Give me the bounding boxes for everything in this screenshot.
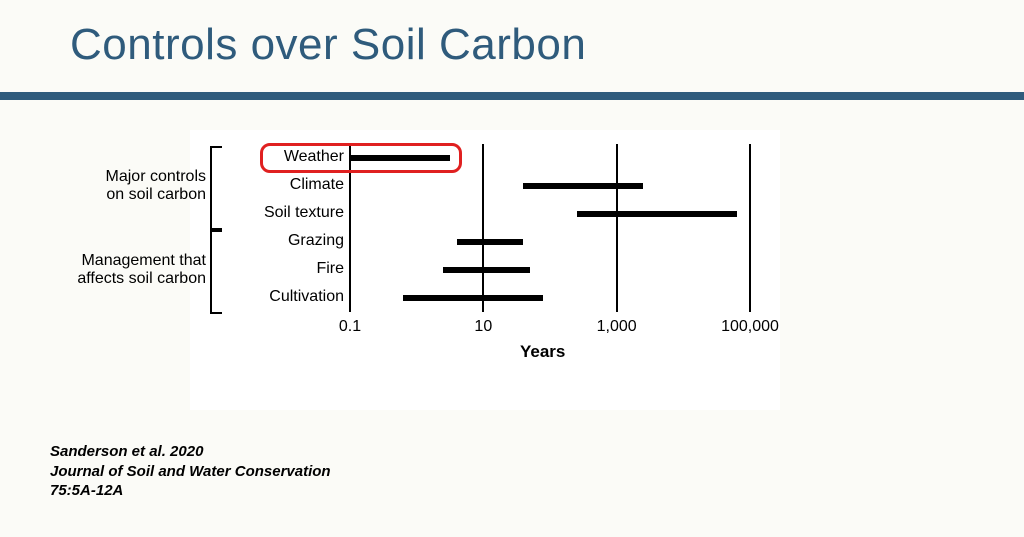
- slide: Controls over Soil Carbon 0.1 10 1,000 100,…: [0, 0, 1024, 537]
- x-tick-label: 0.1: [339, 318, 361, 336]
- group-bracket: [210, 146, 222, 230]
- soil-carbon-chart: 0.1101,000100,000YearsWeatherClimateSoil…: [190, 130, 780, 410]
- x-axis-label: Years: [520, 342, 565, 362]
- group-label: Major controlson soil carbon: [36, 168, 206, 205]
- citation-line: 75:5A-12A: [50, 481, 331, 501]
- row-label: Climate: [224, 176, 344, 194]
- range-bar: [443, 267, 530, 273]
- title-rule: [0, 92, 1024, 100]
- x-tick-label: 100,000: [721, 318, 779, 336]
- range-bar: [457, 239, 524, 245]
- citation-line: Sanderson et al. 2020: [50, 442, 331, 462]
- range-bar: [577, 211, 737, 217]
- x-tick-label: 10: [474, 318, 492, 336]
- highlight-box: [260, 143, 462, 173]
- row-label: Fire: [224, 260, 344, 278]
- row-label: Soil texture: [224, 204, 344, 222]
- row-label: Grazing: [224, 232, 344, 250]
- group-label: Management thataffects soil carbon: [36, 252, 206, 289]
- group-bracket: [210, 230, 222, 314]
- axis-gridline: [482, 144, 484, 312]
- axis-gridline: [749, 144, 751, 312]
- x-tick-label: 1,000: [597, 318, 637, 336]
- range-bar: [523, 183, 643, 189]
- slide-title: Controls over Soil Carbon: [70, 20, 586, 70]
- range-bar: [403, 295, 543, 301]
- citation-line: Journal of Soil and Water Conservation: [50, 462, 331, 482]
- axis-gridline: [616, 144, 618, 312]
- row-label: Cultivation: [224, 288, 344, 306]
- citation: Sanderson et al. 2020 Journal of Soil an…: [50, 442, 331, 501]
